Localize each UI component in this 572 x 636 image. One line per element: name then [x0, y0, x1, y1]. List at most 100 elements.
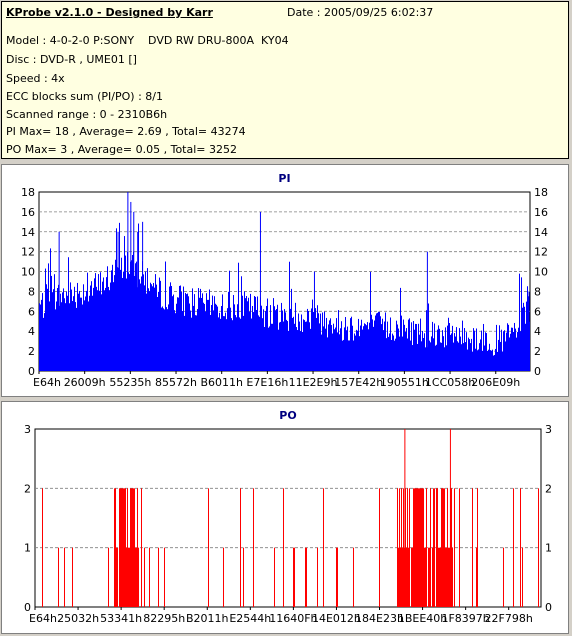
pi-bar — [316, 317, 317, 371]
pi-bar — [350, 318, 351, 371]
pi-bar — [207, 299, 208, 371]
pi-bar — [502, 351, 503, 371]
pi-bar — [320, 313, 321, 371]
pi-bar — [297, 330, 298, 371]
pi-bar — [402, 336, 403, 371]
pi-bar — [160, 280, 161, 371]
pi-bar — [114, 275, 115, 371]
pi-bar — [409, 318, 410, 371]
po-bar — [141, 488, 142, 607]
pi-bar — [151, 284, 152, 371]
pi-bar — [80, 297, 81, 371]
po-bar — [397, 488, 398, 607]
pi-bar — [223, 316, 224, 371]
pi-bar — [192, 288, 193, 371]
po-bar — [353, 547, 354, 607]
pi-bar — [405, 331, 406, 371]
x-tick-label: E2544h — [229, 612, 271, 625]
pi-bar — [252, 305, 253, 371]
po-bar — [401, 488, 402, 607]
po-bar — [446, 547, 447, 607]
pi-bar — [412, 345, 413, 371]
pi-bar — [290, 308, 291, 371]
y-tick-label-left: 2 — [24, 482, 31, 495]
x-tick-label: 1F8397h — [441, 612, 489, 625]
pi-bar — [258, 315, 259, 371]
pi-bar — [209, 289, 210, 371]
pi-bar — [503, 331, 504, 371]
pi-bar — [184, 315, 185, 371]
pi-bar — [339, 334, 340, 371]
pi-bar — [89, 295, 90, 371]
pi-bar — [464, 328, 465, 371]
x-tick-label: 53341h — [100, 612, 142, 625]
y-tick-label-right: 0 — [545, 601, 552, 614]
pi-bar — [138, 223, 139, 371]
chart-title: PI — [278, 172, 290, 185]
pi-bar — [309, 322, 310, 371]
pi-bar — [370, 271, 371, 371]
po-bar — [428, 547, 429, 607]
pi-bar — [99, 290, 100, 371]
pi-bar — [313, 312, 314, 371]
pi-bar — [224, 316, 225, 371]
pi-bar — [439, 328, 440, 371]
po-bar — [129, 547, 130, 607]
pi-bar — [292, 317, 293, 371]
pi-bar — [293, 316, 294, 371]
pi-bar — [447, 325, 448, 371]
pi-bar — [84, 300, 85, 371]
pi-bar — [124, 236, 125, 371]
pi-bar — [466, 332, 467, 371]
pi-bar — [218, 317, 219, 371]
pi-bar — [403, 319, 404, 371]
pi-bar — [235, 315, 236, 371]
pi-bar — [270, 305, 271, 371]
pi-bar — [131, 260, 132, 371]
pi-bar — [158, 291, 159, 371]
pi-bar — [438, 325, 439, 371]
pi-bar — [274, 306, 275, 371]
pi-bar — [422, 330, 423, 371]
pi-bar — [344, 327, 345, 371]
pi-bar — [315, 308, 316, 371]
pi-bar — [251, 318, 252, 371]
pi-bar — [164, 309, 165, 371]
pi-bar — [349, 340, 350, 371]
pi-bar — [249, 311, 250, 371]
y-tick-label-left: 16 — [21, 206, 35, 219]
po-bar — [127, 488, 128, 607]
po-bar — [164, 547, 165, 607]
pi-bar — [381, 324, 382, 371]
pi-bar — [483, 323, 484, 371]
pi-bar — [311, 308, 312, 371]
pi-bar — [276, 309, 277, 371]
pi-peak-bar — [127, 192, 129, 371]
pi-bar — [366, 325, 367, 371]
pi-bar — [360, 325, 361, 371]
pi-bar — [284, 309, 285, 371]
pi-bar — [222, 294, 223, 371]
po-bar — [417, 488, 418, 607]
pi-bar — [52, 292, 53, 371]
po-bar — [123, 488, 124, 607]
pi-bar — [230, 307, 231, 371]
pi-bar — [489, 343, 490, 371]
po-bar — [432, 547, 433, 607]
po-bar — [429, 547, 430, 607]
pi-bar — [398, 328, 399, 371]
po-bar — [323, 488, 324, 607]
pi-bar — [433, 338, 434, 371]
pi-bar — [66, 291, 67, 371]
po-bar — [117, 547, 118, 607]
po-bar — [306, 547, 307, 607]
pi-bar — [191, 317, 192, 371]
pi-bar — [121, 257, 122, 371]
po-bar — [120, 488, 121, 607]
po-bar — [114, 488, 115, 607]
pi-bar — [305, 321, 306, 371]
pi-bar — [115, 259, 116, 371]
pi-bar — [487, 350, 488, 371]
pi-peak-bar — [117, 231, 119, 371]
y-tick-label-right: 12 — [534, 246, 548, 259]
